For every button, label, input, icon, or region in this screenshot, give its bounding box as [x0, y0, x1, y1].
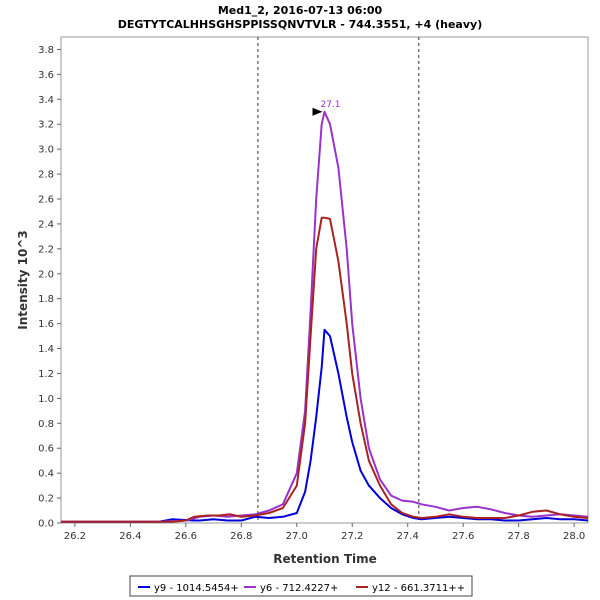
y-tick-label: 1.8: [38, 294, 54, 305]
y-tick-label: 2.6: [38, 195, 54, 206]
x-tick-label: 26.2: [64, 531, 86, 542]
x-tick-label: 27.4: [397, 531, 419, 542]
legend-box: [129, 575, 473, 597]
chart-title: Med1_2, 2016-07-13 06:00: [218, 4, 383, 17]
series-line: [61, 110, 589, 523]
chart-subtitle: DEGTYTCALHHSGHSPPISSQNVTVLR - 744.3551, …: [118, 18, 482, 31]
y-tick-label: 3.8: [38, 45, 54, 56]
y-tick-label: 3.6: [38, 70, 54, 81]
x-tick-label: 26.6: [175, 531, 197, 542]
series-lines: [61, 110, 589, 523]
legend-entry: y9 - 1014.5454+: [154, 583, 239, 594]
y-tick-label: 3.4: [38, 95, 54, 106]
y-tick-label: 3.2: [38, 120, 54, 131]
plot-area: [60, 36, 589, 524]
y-tick-label: 1.4: [38, 344, 54, 355]
x-tick-label: 26.4: [119, 531, 141, 542]
y-tick-label: 3.0: [38, 145, 54, 156]
y-tick-label: 0.8: [38, 419, 54, 430]
legend: y9 - 1014.5454+ y6 - 712.4227+ y12 - 661.3…: [129, 575, 473, 597]
y-tick-label: 2.0: [38, 269, 54, 280]
x-tick-label: 27.8: [508, 531, 530, 542]
legend-entry: y6 - 712.4227+: [260, 583, 338, 594]
y-tick-label: 1.2: [38, 369, 54, 380]
y-tick-label: 0.0: [38, 519, 54, 530]
peak-marker: [312, 107, 323, 116]
x-tick-label: 26.8: [230, 531, 252, 542]
y-axis-label: Intensity 10^3: [16, 230, 30, 330]
x-axis-label: Retention Time: [273, 552, 377, 566]
y-tick-label: 0.6: [38, 444, 54, 455]
y-tick-label: 1.6: [38, 319, 54, 330]
y-axis: 0.0 0.2 0.4 0.6 0.8 1.0 1.2 1.4 1.6 1.8 2.0 2.2 2.4 2…: [38, 45, 61, 530]
y-tick-label: 0.2: [38, 494, 54, 505]
y-tick-label: 0.4: [38, 469, 54, 480]
x-tick-label: 27.0: [286, 531, 308, 542]
x-axis: 26.2 26.4 26.6 26.8 27.0 27.2 27.4 27.6 27.8 28.0: [64, 523, 585, 542]
peak-annotation: 27.1: [312, 100, 341, 116]
series-line: [61, 216, 589, 523]
peak-label: 27.1: [320, 100, 340, 110]
x-tick-label: 27.6: [452, 531, 474, 542]
integration-boundaries: [257, 37, 420, 523]
x-tick-label: 27.2: [341, 531, 363, 542]
y-tick-label: 2.8: [38, 170, 54, 181]
series-line: [61, 328, 589, 523]
legend-entry: y12 - 661.3711++: [372, 583, 465, 594]
x-tick-label: 28.0: [563, 531, 585, 542]
y-tick-label: 2.4: [38, 219, 54, 230]
y-tick-label: 1.0: [38, 394, 54, 405]
y-tick-label: 2.2: [38, 244, 54, 255]
